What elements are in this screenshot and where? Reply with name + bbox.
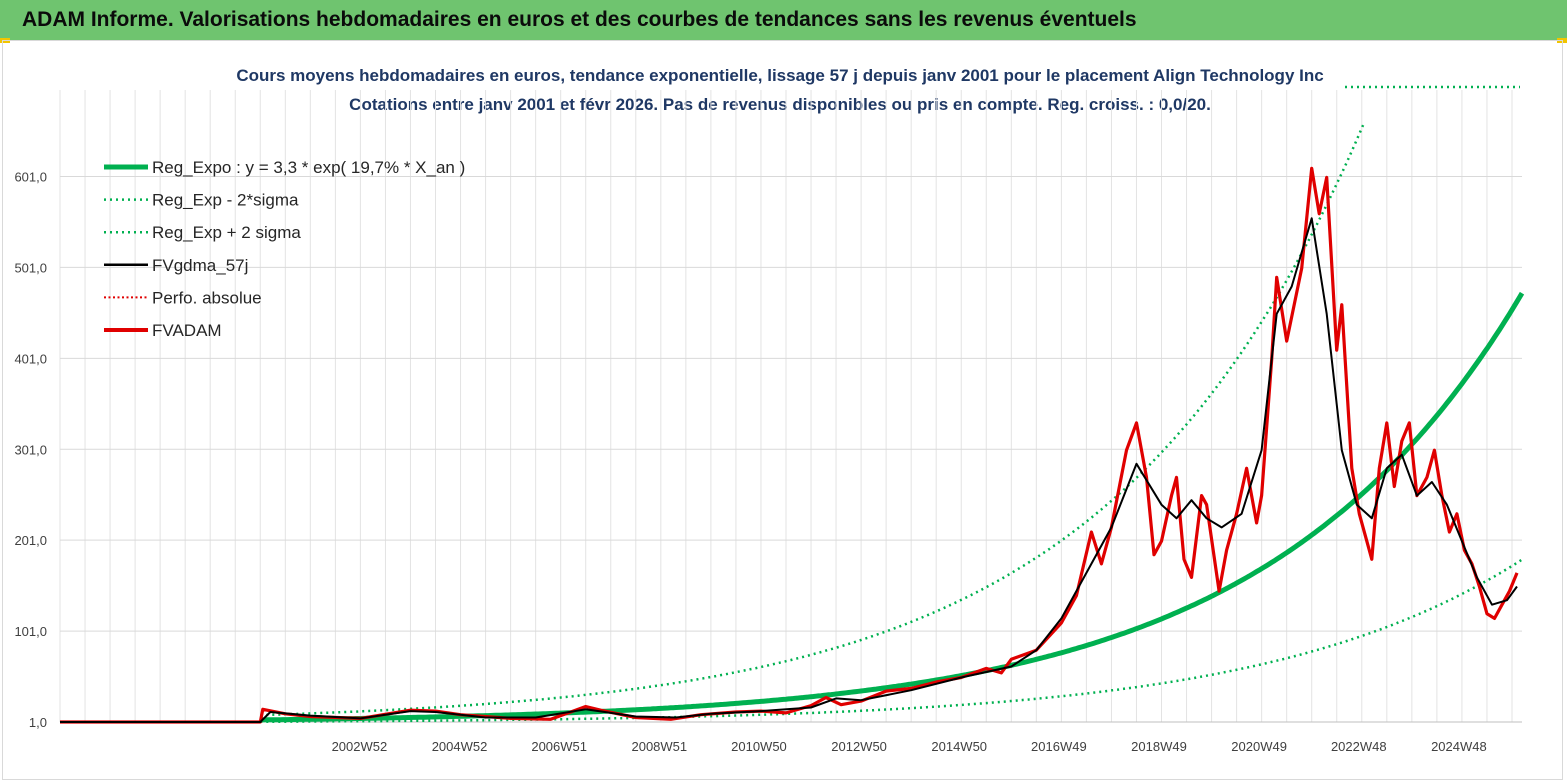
legend: Reg_Expo : y = 3,3 * exp( 19,7% * X_an )… [104, 158, 465, 340]
y-tick-label: 401,0 [14, 351, 47, 366]
x-tick-label: 2008W51 [631, 739, 687, 754]
grid [59, 90, 1522, 723]
y-tick-label: 1,0 [29, 715, 47, 730]
x-tick-label: 2016W49 [1031, 739, 1087, 754]
y-tick-label: 201,0 [14, 533, 47, 548]
legend-fvgdma-label: FVgdma_57j [152, 256, 248, 275]
report-header: ADAM Informe. Valorisations hebdomadaire… [0, 0, 1567, 40]
x-tick-label: 2014W50 [931, 739, 987, 754]
legend-reg-expo-label: Reg_Expo : y = 3,3 * exp( 19,7% * X_an ) [152, 158, 465, 177]
series-layer [60, 121, 1525, 724]
x-tick-label: 2018W49 [1131, 739, 1187, 754]
y-tick-label: 101,0 [14, 624, 47, 639]
series-reg-expo [260, 291, 1525, 723]
x-tick-label: 2006W51 [531, 739, 587, 754]
legend-perfo-absolue-label: Perfo. absolue [152, 288, 262, 307]
chart-title: Cours moyens hebdomadaires en euros, ten… [236, 66, 1323, 85]
chart-frame [2, 40, 1563, 780]
x-tick-label: 2010W50 [731, 739, 787, 754]
report-title: ADAM Informe. Valorisations hebdomadaire… [22, 8, 1137, 31]
y-tick-label: 501,0 [14, 260, 47, 275]
x-tick-label: 2012W50 [831, 739, 887, 754]
series-reg-exp-minus-2sigma [260, 558, 1523, 724]
y-tick-label: 601,0 [14, 170, 47, 185]
series-reg-exp-plus-2sigma [260, 121, 1366, 717]
series-fvadam [60, 166, 1519, 724]
x-tick-label: 2022W48 [1331, 739, 1387, 754]
legend-reg-exp-plus-label: Reg_Exp + 2 sigma [152, 223, 301, 242]
y-tick-label: 301,0 [14, 442, 47, 457]
chart-subtitle: Cotations entre janv 2001 et févr 2026. … [349, 95, 1211, 114]
axes: 1,0 101,0 201,0 301,0 401,0 501,0 601,0 2002W52… [14, 170, 1522, 754]
series-fvgdma-57j [60, 217, 1518, 723]
legend-reg-exp-minus-label: Reg_Exp - 2*sigma [152, 191, 299, 210]
x-tick-label: 2024W48 [1431, 739, 1487, 754]
legend-fvadam-label: FVADAM [152, 321, 222, 340]
x-tick-label: 2004W52 [432, 739, 488, 754]
x-tick-label: 2002W52 [332, 739, 388, 754]
x-tick-label: 2020W49 [1231, 739, 1287, 754]
